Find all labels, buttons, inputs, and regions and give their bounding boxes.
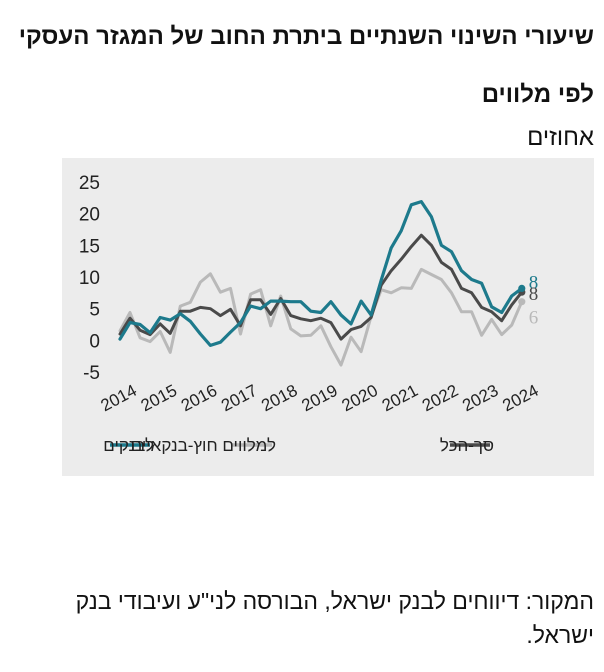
source-note: המקור: דיווחים לבנק ישראל, הבורסה לני"ע … — [75, 588, 594, 648]
unit-label: אחוזים — [527, 124, 594, 151]
x-axis: 2014201520162017201820192020202120222023… — [98, 381, 542, 416]
y-tick-label: 5 — [89, 300, 100, 321]
chart-title: שיעורי השינוי השנתיים ביתרת החוב של המגז… — [18, 23, 594, 108]
x-tick-label: 2023 — [459, 381, 501, 416]
y-tick-label: -5 — [83, 363, 100, 384]
y-tick-label: 25 — [79, 173, 100, 194]
legend-label: לבנקים — [103, 436, 154, 455]
series-end-label: 8 — [529, 284, 539, 305]
x-tick-label: 2019 — [298, 381, 340, 416]
y-tick-label: 0 — [89, 331, 100, 352]
legend-label: למלווים חוץ-בנקאיים — [131, 436, 276, 455]
x-tick-label: 2024 — [499, 381, 541, 416]
series-line-nonbank — [118, 267, 524, 367]
x-tick-label: 2016 — [178, 381, 220, 416]
series-lines — [118, 199, 526, 367]
end-labels: 8 6 8 — [529, 272, 539, 328]
y-axis: 25 20 15 10 5 0 -5 — [79, 173, 100, 384]
y-tick-label: 15 — [79, 236, 100, 257]
series-end-point — [518, 298, 526, 306]
chart-panel: 25 20 15 10 5 0 -5 2014 2015 2016 2017 2018 2019 202… — [62, 158, 594, 476]
series-line-total — [118, 233, 524, 341]
x-tick-label: 2018 — [258, 381, 300, 416]
series-end-label: 8 — [529, 272, 539, 293]
x-tick-label: 2015 — [138, 381, 180, 416]
series-end-label: 6 — [529, 308, 539, 329]
series-end-point — [518, 284, 526, 292]
x-tick-label: 2017 — [218, 381, 260, 416]
legend-label: סך-הכל — [440, 436, 494, 455]
series-line-banks — [118, 199, 524, 347]
y-tick-label: 10 — [79, 268, 100, 289]
x-tick-label: 2022 — [419, 381, 461, 416]
x-tick-label: 2021 — [379, 381, 421, 416]
y-tick-label: 20 — [79, 205, 100, 226]
x-tick-label: 2020 — [339, 381, 381, 416]
x-tick-label: 2014 — [98, 381, 140, 416]
